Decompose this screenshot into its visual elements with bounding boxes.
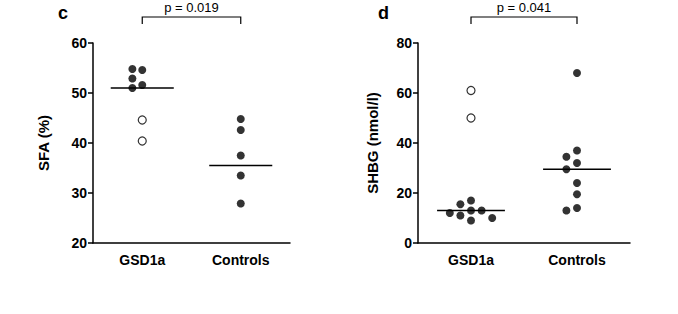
svg-text:80: 80: [396, 35, 412, 51]
svg-text:50: 50: [71, 85, 87, 101]
svg-text:SFA (%): SFA (%): [35, 115, 52, 171]
svg-text:40: 40: [71, 135, 87, 151]
svg-text:Controls: Controls: [212, 252, 270, 268]
svg-text:d: d: [378, 3, 389, 23]
svg-text:SHBG (nmol/l): SHBG (nmol/l): [364, 92, 381, 194]
svg-text:GSD1a: GSD1a: [448, 252, 494, 268]
svg-text:40: 40: [396, 135, 412, 151]
svg-text:60: 60: [71, 35, 87, 51]
svg-text:p = 0.019: p = 0.019: [164, 0, 219, 15]
svg-text:c: c: [58, 3, 68, 23]
svg-text:GSD1a: GSD1a: [119, 252, 165, 268]
svg-text:20: 20: [396, 185, 412, 201]
svg-text:30: 30: [71, 185, 87, 201]
svg-text:0: 0: [404, 235, 412, 251]
svg-text:60: 60: [396, 85, 412, 101]
svg-text:p = 0.041: p = 0.041: [497, 0, 552, 15]
svg-text:20: 20: [71, 235, 87, 251]
svg-text:Controls: Controls: [548, 252, 606, 268]
